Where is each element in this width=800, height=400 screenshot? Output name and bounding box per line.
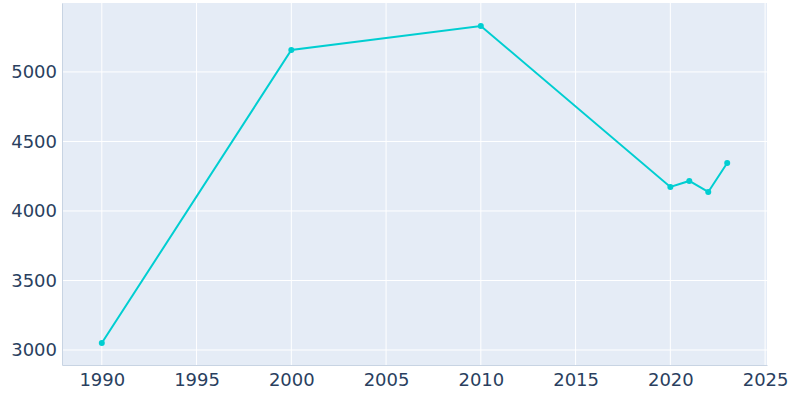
plot: 1990 1995 2000 2005 2010 2015 2020 2025 3000 3500… [11, 3, 788, 390]
marker[interactable] [99, 340, 105, 346]
y-grid-line [62, 141, 767, 142]
y-grid-line [62, 210, 767, 211]
line [102, 26, 727, 343]
x-grid-line [386, 3, 387, 365]
x-tick: 2010 [458, 365, 504, 390]
marker[interactable] [724, 160, 730, 166]
x-tick: 2005 [364, 365, 410, 390]
x-tick: 2000 [269, 365, 315, 390]
marker[interactable] [288, 47, 294, 53]
x-tick-label: 1990 [79, 369, 125, 390]
x-axis: 1990 1995 2000 2005 2010 2015 2020 2025 [63, 365, 789, 390]
x-tick-label: 2025 [743, 369, 789, 390]
y-tick: 4500 [11, 131, 62, 152]
x-grid-line [765, 3, 766, 365]
y-tick: 3500 [11, 270, 62, 291]
x-tick: 2025 [743, 365, 789, 390]
x-tick-label: 2010 [458, 369, 504, 390]
x-tick: 2020 [648, 365, 694, 390]
x-grid-line [291, 3, 292, 365]
x-tick: 1995 [174, 365, 220, 390]
x-grid-line [101, 3, 102, 365]
y-tick-label: 3500 [11, 270, 57, 291]
y-tick-label: 4000 [11, 200, 57, 221]
plot-background [62, 3, 767, 365]
y-tick-label: 3000 [11, 339, 57, 360]
x-axis-line [63, 365, 768, 366]
x-tick-label: 1995 [174, 369, 220, 390]
marker[interactable] [705, 189, 711, 195]
y-grid-line [62, 71, 767, 72]
y-tick: 3000 [11, 339, 62, 360]
y-grid-line [62, 280, 767, 281]
marker[interactable] [478, 23, 484, 29]
grid [62, 3, 767, 365]
x-tick-label: 2005 [364, 369, 410, 390]
y-axis: 3000 3500 4000 4500 5000 [11, 4, 62, 366]
y-axis-line [62, 4, 63, 366]
x-tick: 2015 [553, 365, 599, 390]
y-tick: 4000 [11, 200, 62, 221]
y-tick-label: 5000 [11, 61, 57, 82]
x-grid-line [575, 3, 576, 365]
x-tick-label: 2000 [269, 369, 315, 390]
x-tick: 1990 [79, 365, 125, 390]
x-grid-line [480, 3, 481, 365]
marks [99, 23, 730, 346]
y-tick: 5000 [11, 61, 62, 82]
x-tick-label: 2015 [553, 369, 599, 390]
x-grid-line [196, 3, 197, 365]
marker[interactable] [667, 184, 673, 190]
y-tick-label: 4500 [11, 131, 57, 152]
x-tick-label: 2020 [648, 369, 694, 390]
y-grid-line [62, 349, 767, 350]
marker[interactable] [686, 178, 692, 184]
